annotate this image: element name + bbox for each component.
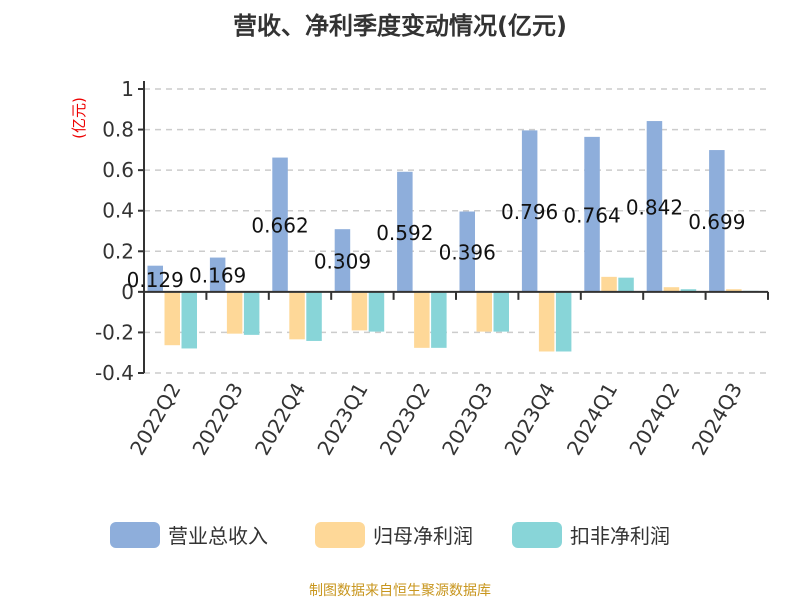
bar-deducted-net-profit xyxy=(555,291,572,352)
data-label: 0.592 xyxy=(376,221,433,245)
x-tick-label: 2024Q2 xyxy=(624,379,684,460)
bar-deducted-net-profit xyxy=(243,291,260,335)
bar-revenue xyxy=(584,136,600,292)
bar-revenue xyxy=(272,157,288,292)
y-tick-label: -0.4 xyxy=(95,361,134,385)
bar-net-profit xyxy=(414,291,430,348)
bar-net-profit xyxy=(726,289,742,292)
data-label: 0.764 xyxy=(563,203,620,227)
data-label: 0.796 xyxy=(501,200,558,224)
bar-deducted-net-profit xyxy=(680,289,697,292)
y-tick-label: 0.6 xyxy=(102,158,134,182)
legend-label: 营业总收入 xyxy=(168,524,268,548)
bar-net-profit xyxy=(289,291,305,340)
data-label: 0.309 xyxy=(314,250,371,274)
y-tick-label: 0.8 xyxy=(102,118,134,142)
data-label: 0.396 xyxy=(439,241,496,265)
legend-swatch xyxy=(110,522,160,548)
bar-net-profit xyxy=(164,291,180,346)
chart-title: 营收、净利季度变动情况(亿元) xyxy=(233,12,567,40)
bar-revenue xyxy=(521,130,538,292)
x-tick-label: 2023Q1 xyxy=(312,379,372,460)
bar-deducted-net-profit xyxy=(618,277,634,292)
bar-revenue xyxy=(209,257,226,292)
bar-revenue xyxy=(334,229,351,292)
bar-revenue xyxy=(147,265,163,292)
bar-net-profit xyxy=(226,291,243,334)
y-tick-label: 1 xyxy=(121,77,134,101)
x-tick-label: 2022Q4 xyxy=(250,379,310,460)
legend-swatch xyxy=(512,522,562,548)
bar-deducted-net-profit xyxy=(431,291,447,348)
y-axis-label: (亿元) xyxy=(70,97,88,139)
bar-net-profit xyxy=(351,291,368,331)
x-tick-label: 2024Q1 xyxy=(562,379,622,460)
data-label: 0.842 xyxy=(626,195,683,219)
x-tick-label: 2023Q4 xyxy=(499,379,559,460)
y-tick-label: 0 xyxy=(121,280,134,304)
data-label: 0.662 xyxy=(251,214,308,238)
bar-revenue xyxy=(397,171,413,292)
bar-deducted-net-profit xyxy=(181,291,197,349)
data-label: 0.129 xyxy=(127,268,184,292)
x-tick-label: 2022Q3 xyxy=(187,379,247,460)
x-tick-label: 2022Q2 xyxy=(125,379,185,460)
bar-deducted-net-profit xyxy=(493,291,509,332)
data-label: 0.699 xyxy=(688,210,745,234)
bar-net-profit xyxy=(601,276,617,292)
data-label: 0.169 xyxy=(189,264,246,288)
bar-revenue xyxy=(459,211,475,292)
y-tick-label: 0.4 xyxy=(102,199,134,223)
legend-swatch xyxy=(315,522,365,548)
bar-net-profit xyxy=(538,291,555,352)
bar-deducted-net-profit xyxy=(368,291,385,332)
bar-deducted-net-profit xyxy=(306,291,322,341)
bar-revenue xyxy=(709,150,725,292)
x-tick-label: 2024Q3 xyxy=(687,379,747,460)
legend-label: 扣非净利润 xyxy=(570,524,670,548)
legend-label: 归母净利润 xyxy=(373,524,473,548)
y-tick-label: 0.2 xyxy=(102,239,134,263)
bar-net-profit xyxy=(663,287,680,292)
source-footer: 制图数据来自恒生聚源数据库 xyxy=(309,583,491,599)
x-tick-label: 2023Q3 xyxy=(437,379,497,460)
bar-net-profit xyxy=(476,291,492,332)
x-tick-label: 2023Q2 xyxy=(375,379,435,460)
bar-revenue xyxy=(646,121,663,292)
y-tick-label: -0.2 xyxy=(95,320,134,344)
